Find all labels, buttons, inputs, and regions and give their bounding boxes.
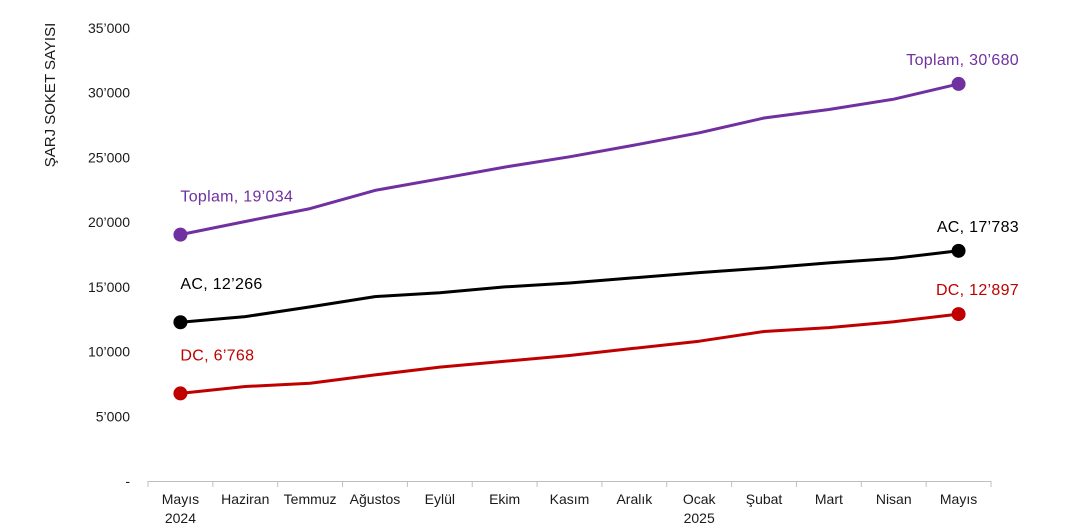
- data-point-toplam: [173, 227, 188, 242]
- y-tick-label: 30’000: [88, 85, 130, 101]
- start-data-label: Toplam, 19’034: [180, 189, 293, 206]
- x-tick-label: Aralık: [616, 491, 653, 507]
- x-tick-label: Eylül: [425, 491, 455, 507]
- series-line-dc: [178, 312, 961, 395]
- series-line-ac: [178, 249, 961, 324]
- data-point-ac: [951, 243, 966, 258]
- x-tick-label: Haziran: [221, 491, 269, 507]
- x-tick-label: Ekim: [489, 491, 520, 507]
- y-tick-label: 35’000: [88, 20, 130, 36]
- x-tick-label: Ağustos: [350, 491, 401, 507]
- x-axis-ticks: Mayıs 2024 Haziran Temmuz Ağustos Eylül Ekim Ka…: [147, 481, 992, 526]
- data-labels: Toplam, 19’034 Toplam, 30’680 AC, 12’266 AC…: [180, 52, 1019, 364]
- x-tick-label: Temmuz: [284, 491, 337, 507]
- series-line-toplam: [178, 82, 961, 237]
- y-tick-label: 25’000: [88, 149, 130, 165]
- x-year-label: 2024: [165, 510, 196, 526]
- data-point-dc: [173, 386, 188, 401]
- end-data-label: AC, 17’783: [937, 219, 1019, 236]
- x-year-label: 2025: [684, 510, 715, 526]
- x-tick-label: Mart: [815, 491, 843, 507]
- end-data-label: Toplam, 30’680: [906, 52, 1019, 69]
- x-tick-label: Ocak: [683, 491, 717, 507]
- start-data-label: AC, 12’266: [180, 276, 262, 293]
- data-point-toplam: [951, 76, 966, 91]
- x-tick-label: Kasım: [550, 491, 590, 507]
- x-tick-label: Mayıs: [940, 491, 977, 507]
- y-tick-label: 20’000: [88, 214, 130, 230]
- y-tick-label: 15’000: [88, 279, 130, 295]
- y-axis-label: ŞARJ SOKET SAYISI: [42, 23, 59, 168]
- y-tick-label: -: [125, 473, 130, 489]
- series-group: [173, 76, 966, 401]
- x-tick-label: Nisan: [876, 491, 912, 507]
- x-tick-label: Şubat: [746, 491, 783, 507]
- end-data-label: DC, 12’897: [936, 282, 1019, 299]
- data-point-dc: [951, 307, 966, 322]
- start-data-label: DC, 6’768: [180, 347, 254, 364]
- data-point-ac: [173, 315, 188, 330]
- y-tick-label: 5’000: [96, 408, 130, 424]
- y-axis-ticks: - 5’000 10’000 15’000 20’000 25’000 30’000 35’0…: [88, 20, 130, 489]
- x-tick-label: Mayıs: [162, 491, 199, 507]
- y-tick-label: 10’000: [88, 344, 130, 360]
